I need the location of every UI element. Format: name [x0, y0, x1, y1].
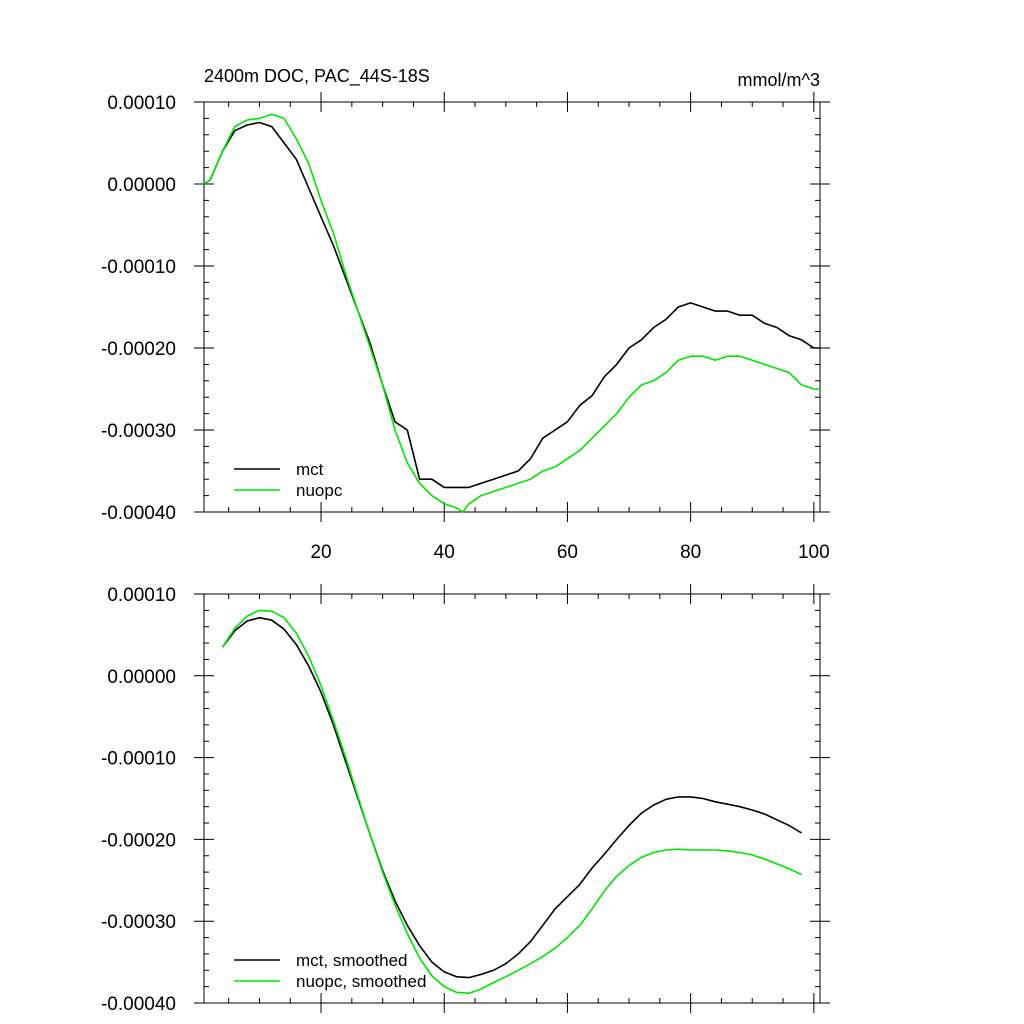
legend-label: mct, smoothed	[296, 951, 408, 970]
x-tick-label: 40	[434, 542, 455, 563]
y-tick-label: -0.00020	[101, 830, 176, 851]
y-tick-label: 0.00010	[107, 93, 176, 114]
legend-label: nuopc	[296, 481, 343, 500]
y-tick-label: -0.00040	[101, 503, 176, 524]
plot-frame	[203, 593, 821, 1004]
series-line-mct	[203, 121, 820, 489]
y-tick-label: -0.00020	[101, 339, 176, 360]
x-tick-label: 60	[557, 542, 578, 563]
panel-bottom: 0.00010 0.00000 -0.00010 -0.00020 -0.00030 -0…	[101, 584, 830, 1015]
units-label: mmol/m^3	[738, 70, 820, 90]
plot-frame	[203, 101, 821, 513]
chart-title: 2400m DOC, PAC_44S-18S	[204, 66, 430, 87]
y-tick-label: 0.00010	[107, 585, 176, 606]
y-tick-label: -0.00030	[101, 912, 176, 933]
y-tick-label: -0.00010	[101, 749, 176, 770]
y-tick-label: 0.00000	[107, 175, 176, 196]
y-tick-label: -0.00040	[101, 994, 176, 1015]
y-tick-label: -0.00030	[101, 421, 176, 442]
x-tick-label: 20	[310, 542, 331, 563]
legend-label: mct	[296, 460, 324, 479]
legend-label: nuopc, smoothed	[296, 972, 426, 991]
panel-top: 2400m DOC, PAC_44S-18S mmol/m^3 20 40 60 80…	[101, 66, 830, 563]
y-tick-label: 0.00000	[107, 667, 176, 688]
x-tick-label: 80	[680, 542, 701, 563]
series-line-nuopc-smoothed	[221, 609, 802, 995]
x-tick-label: 100	[798, 542, 830, 563]
y-tick-label: -0.00010	[101, 257, 176, 278]
series-line-nuopc	[203, 113, 820, 513]
series-line-mct-smoothed	[221, 616, 802, 979]
